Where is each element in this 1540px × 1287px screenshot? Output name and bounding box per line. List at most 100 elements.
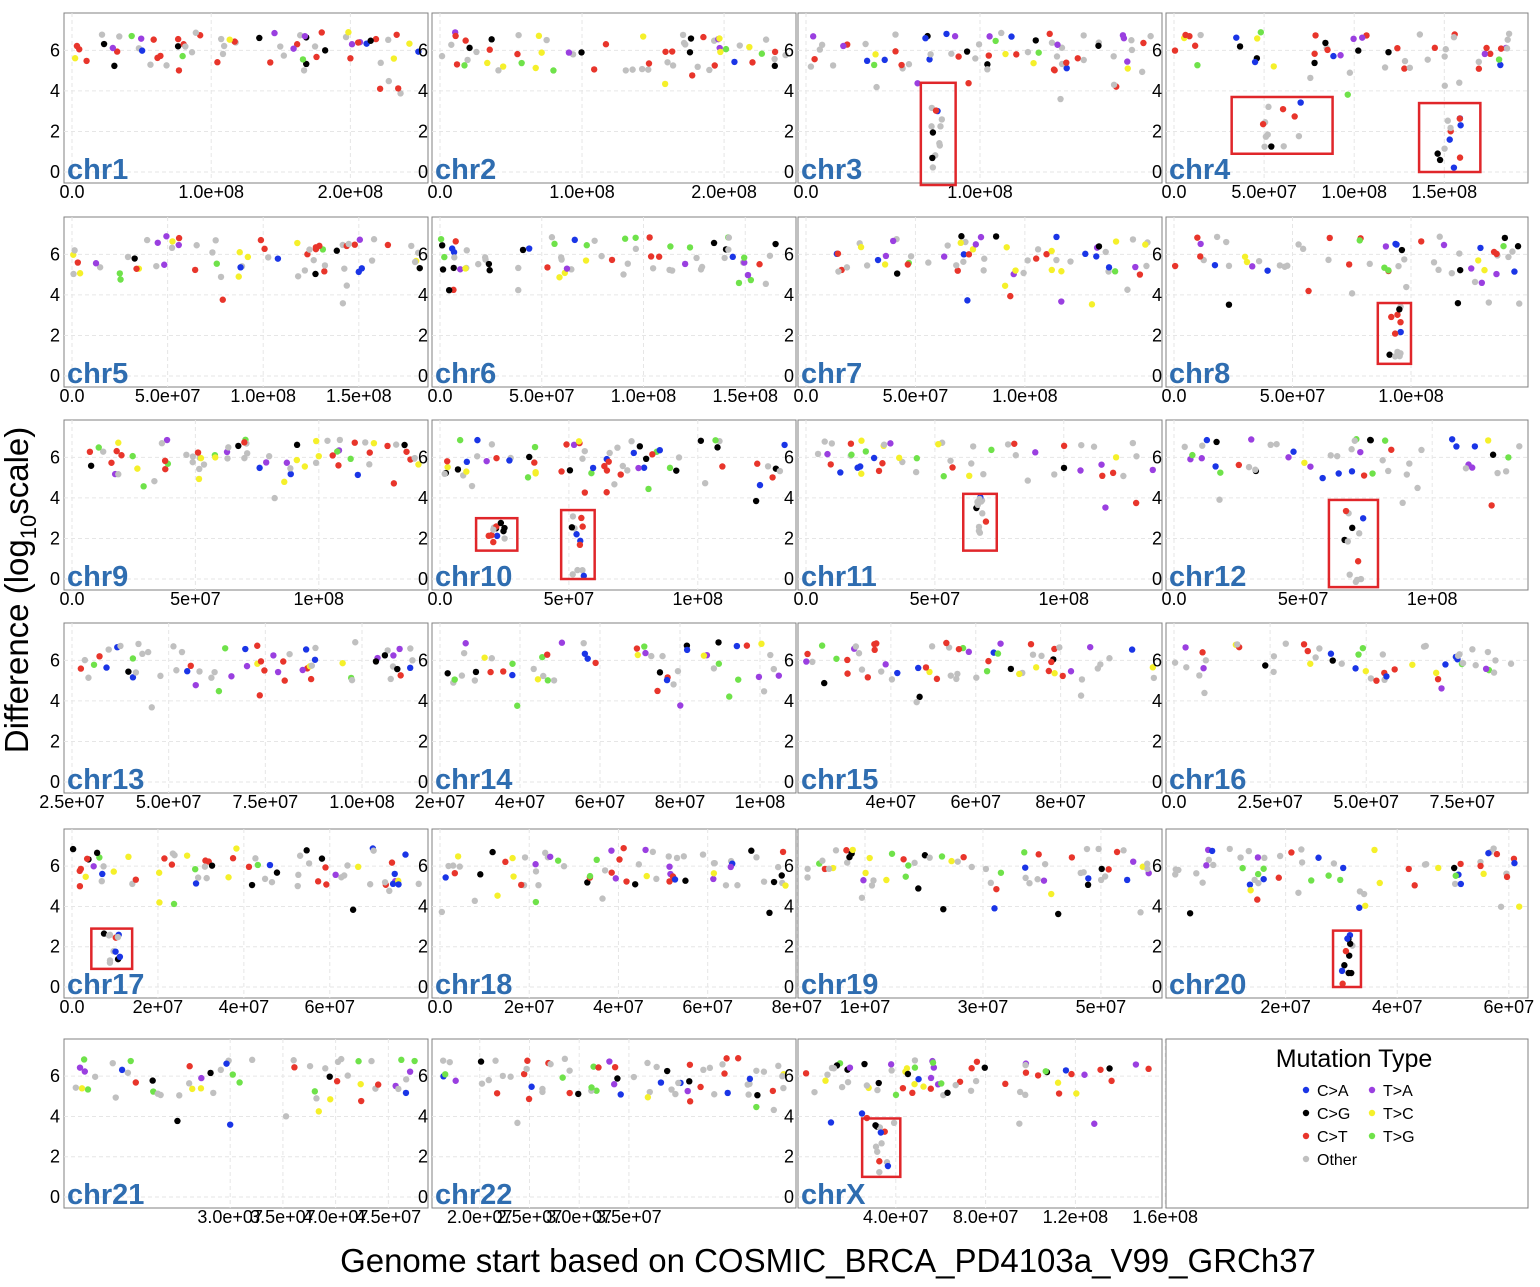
point-t-to-a (1359, 34, 1366, 41)
point-c-to-g (401, 441, 408, 449)
point-other (124, 1069, 132, 1076)
point-c-to-t (229, 855, 237, 862)
legend-frame (1165, 1038, 1529, 1209)
point-other (1284, 262, 1291, 269)
point-other (699, 851, 707, 858)
point-c-to-g (566, 467, 574, 474)
point-other (99, 448, 107, 455)
point-c-to-t (86, 448, 94, 456)
point-t-to-c (212, 454, 219, 461)
point-other (952, 1081, 959, 1089)
point-other (1472, 662, 1479, 669)
point-other (928, 123, 935, 130)
point-other (982, 865, 990, 873)
point-c-to-t (1475, 65, 1483, 72)
y-tick-label: 0 (418, 162, 428, 182)
point-t-to-g (588, 1084, 595, 1091)
point-t-to-a (727, 863, 734, 871)
point-t-to-a (1307, 463, 1314, 470)
point-t-to-g (127, 1057, 134, 1065)
point-t-to-c (1432, 669, 1440, 677)
point-t-to-c (582, 257, 590, 264)
point-c-to-t (749, 59, 756, 66)
point-c-to-a (402, 1089, 410, 1097)
point-t-to-a (1468, 464, 1476, 471)
point-other (290, 1057, 297, 1064)
point-c-to-t (954, 267, 961, 274)
chromosome-label: chrX (801, 1179, 866, 1211)
point-c-to-t (96, 653, 103, 660)
point-other (415, 249, 422, 256)
point-c-to-a (1330, 52, 1337, 60)
y-tick-label: 6 (784, 40, 794, 60)
point-other (1424, 56, 1431, 63)
point-c-to-a (729, 253, 736, 261)
point-other (1430, 259, 1438, 266)
point-c-to-g (752, 497, 760, 505)
point-other (192, 29, 200, 36)
point-c-to-g (915, 885, 922, 892)
point-c-to-t (719, 463, 726, 470)
point-t-to-g (1021, 849, 1028, 856)
point-other (1034, 876, 1041, 883)
point-other (1029, 651, 1037, 658)
point-other (843, 859, 851, 866)
point-other (569, 571, 576, 578)
point-t-to-c (510, 873, 517, 880)
point-c-to-t (1035, 851, 1042, 858)
point-other (947, 457, 954, 464)
point-other (135, 640, 142, 648)
point-other (1090, 443, 1098, 450)
point-other (1509, 248, 1516, 255)
panel-frame (1165, 622, 1529, 794)
point-c-to-a (1008, 33, 1015, 40)
point-other (649, 265, 657, 272)
point-t-to-g (902, 873, 909, 880)
point-other (948, 50, 955, 57)
point-t-to-g (1042, 1068, 1049, 1075)
point-c-to-t (335, 462, 342, 469)
point-other (1338, 660, 1345, 667)
x-tick-label: 0.0 (1161, 589, 1186, 609)
point-other (541, 849, 549, 857)
point-t-to-g (254, 861, 262, 869)
point-other (1395, 262, 1402, 270)
point-c-to-t (1360, 472, 1368, 479)
point-other (1416, 31, 1424, 38)
y-tick-label: 0 (784, 772, 794, 792)
x-tick-label: 0.0 (1161, 792, 1186, 812)
point-c-to-g (748, 847, 755, 854)
point-t-to-c (244, 253, 252, 261)
x-tick-label: 5.0e+07 (1260, 386, 1326, 406)
point-t-to-a (887, 1061, 895, 1068)
point-c-to-g (1489, 451, 1497, 458)
y-tick-label: 0 (1152, 162, 1162, 182)
point-t-to-a (243, 662, 251, 670)
point-t-to-c (225, 874, 232, 881)
point-t-to-a (840, 42, 847, 50)
point-t-to-g (129, 655, 137, 662)
point-c-to-t (909, 1089, 916, 1097)
point-other (1436, 233, 1443, 240)
point-t-to-a (972, 241, 980, 248)
point-other (507, 1073, 514, 1080)
point-c-to-a (1053, 233, 1060, 241)
point-other (395, 1085, 402, 1093)
point-c-to-t (769, 474, 776, 481)
point-other (117, 642, 124, 650)
point-other (342, 33, 350, 41)
point-c-to-a (103, 664, 110, 671)
point-other (352, 639, 359, 646)
point-other (515, 31, 522, 39)
point-t-to-a (930, 1064, 938, 1071)
point-t-to-c (390, 55, 398, 62)
point-c-to-t (388, 859, 396, 866)
point-other (1255, 879, 1262, 887)
point-other (217, 35, 225, 43)
point-c-to-t (1391, 666, 1398, 673)
point-other (1083, 845, 1091, 853)
x-tick-label: 1e+07 (840, 997, 891, 1017)
point-other (407, 645, 414, 652)
chromosome-label: chr11 (801, 561, 877, 593)
